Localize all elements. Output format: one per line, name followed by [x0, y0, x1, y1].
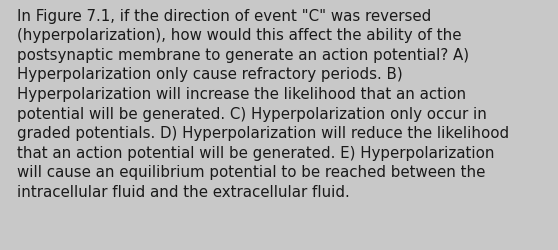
- Text: In Figure 7.1, if the direction of event "C" was reversed
(hyperpolarization), h: In Figure 7.1, if the direction of event…: [17, 9, 509, 199]
